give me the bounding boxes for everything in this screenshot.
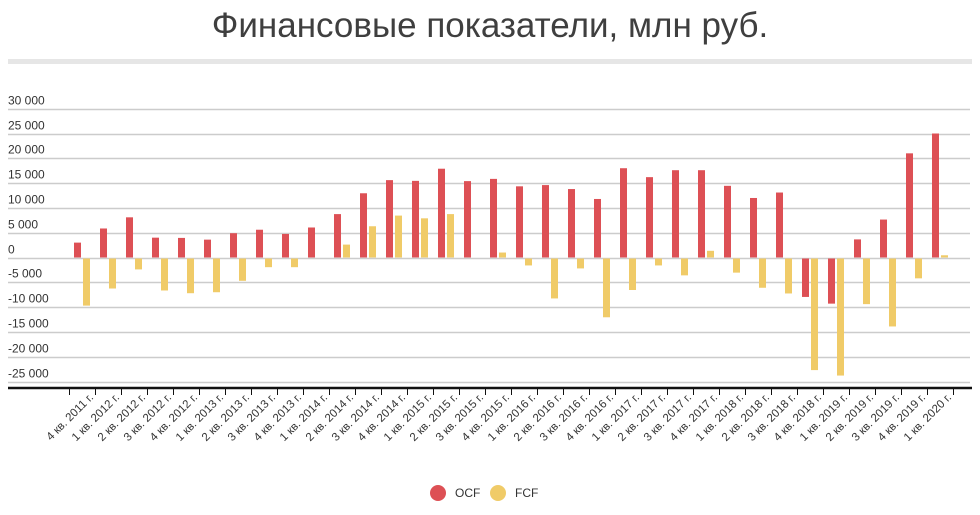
title-divider <box>8 59 972 64</box>
bar-ocf[interactable] <box>828 258 835 304</box>
bar-ocf[interactable] <box>594 198 601 258</box>
bars <box>74 133 948 376</box>
bar-ocf[interactable] <box>516 186 523 258</box>
y-tick-label: -10 000 <box>8 292 49 306</box>
bar-ocf[interactable] <box>74 242 81 258</box>
bar-fcf[interactable] <box>265 258 272 268</box>
bar-fcf[interactable] <box>707 250 714 258</box>
bar-ocf[interactable] <box>100 228 107 258</box>
bar-fcf[interactable] <box>161 258 168 291</box>
bar-fcf[interactable] <box>213 258 220 293</box>
bar-ocf[interactable] <box>854 239 861 258</box>
bar-ocf[interactable] <box>360 193 367 258</box>
bar-ocf[interactable] <box>386 180 393 258</box>
x-axis-labels: 4 кв. 2011 г.1 кв. 2012 г.2 кв. 2012 г.3… <box>44 392 954 444</box>
bar-ocf[interactable] <box>932 133 939 258</box>
bar-ocf[interactable] <box>672 170 679 258</box>
y-tick-label: -5 000 <box>8 267 42 281</box>
bar-fcf[interactable] <box>785 258 792 294</box>
bar-ocf[interactable] <box>308 227 315 258</box>
bar-ocf[interactable] <box>490 178 497 258</box>
ocf-color-swatch-icon <box>430 485 446 501</box>
bar-ocf[interactable] <box>776 192 783 258</box>
legend-label-ocf: OCF <box>455 486 481 500</box>
bar-ocf[interactable] <box>724 185 731 258</box>
bar-fcf[interactable] <box>837 258 844 376</box>
bar-fcf[interactable] <box>681 258 688 276</box>
bar-ocf[interactable] <box>646 177 653 258</box>
bar-fcf[interactable] <box>551 258 558 299</box>
legend-item-ocf[interactable]: OCF <box>430 483 480 503</box>
y-tick-label: 5 000 <box>8 218 38 232</box>
bar-fcf[interactable] <box>915 258 922 279</box>
bar-ocf[interactable] <box>178 237 185 258</box>
y-tick-label: 30 000 <box>8 94 45 108</box>
legend-label-fcf: FCF <box>515 486 539 500</box>
bar-fcf[interactable] <box>343 244 350 258</box>
bar-ocf[interactable] <box>412 180 419 258</box>
bar-fcf[interactable] <box>759 258 766 288</box>
bar-fcf[interactable] <box>655 258 662 266</box>
bar-ocf[interactable] <box>698 170 705 258</box>
bar-ocf[interactable] <box>464 181 471 258</box>
y-tick-label: 10 000 <box>8 193 45 207</box>
bar-ocf[interactable] <box>880 219 887 258</box>
bar-ocf[interactable] <box>282 233 289 258</box>
bar-fcf[interactable] <box>421 218 428 258</box>
y-tick-label: 0 <box>8 243 15 257</box>
bar-fcf[interactable] <box>863 258 870 305</box>
bar-ocf[interactable] <box>230 233 237 258</box>
bar-fcf[interactable] <box>577 258 584 269</box>
bar-fcf[interactable] <box>629 258 636 290</box>
bar-fcf[interactable] <box>187 258 194 294</box>
y-tick-label: -15 000 <box>8 317 49 331</box>
legend-item-fcf[interactable]: FCF <box>490 483 538 503</box>
bar-fcf[interactable] <box>889 258 896 327</box>
y-tick-label: 15 000 <box>8 168 45 182</box>
bar-ocf[interactable] <box>802 258 809 297</box>
bar-ocf[interactable] <box>334 214 341 258</box>
bar-ocf[interactable] <box>152 237 159 258</box>
bar-fcf[interactable] <box>291 258 298 268</box>
bar-fcf[interactable] <box>447 214 454 258</box>
bar-ocf[interactable] <box>126 217 133 258</box>
x-axis <box>8 386 972 395</box>
bar-ocf[interactable] <box>256 229 263 258</box>
bar-ocf[interactable] <box>750 197 757 258</box>
bar-ocf[interactable] <box>620 168 627 258</box>
legend: OCF FCF <box>0 483 980 503</box>
bar-fcf[interactable] <box>733 258 740 273</box>
bar-fcf[interactable] <box>135 258 142 270</box>
bar-fcf[interactable] <box>811 258 818 371</box>
bar-ocf[interactable] <box>438 168 445 258</box>
fcf-color-swatch-icon <box>490 485 506 501</box>
bar-fcf[interactable] <box>603 258 610 318</box>
y-tick-label: -25 000 <box>8 367 49 381</box>
y-tick-label: 25 000 <box>8 119 45 133</box>
y-tick-label: 20 000 <box>8 143 45 157</box>
bar-ocf[interactable] <box>568 189 575 258</box>
chart-title: Финансовые показатели, млн руб. <box>211 6 769 45</box>
bar-ocf[interactable] <box>204 239 211 258</box>
bar-fcf[interactable] <box>941 255 948 258</box>
bar-fcf[interactable] <box>109 258 116 289</box>
bar-ocf[interactable] <box>906 153 913 258</box>
bar-fcf[interactable] <box>83 258 90 306</box>
bar-fcf[interactable] <box>525 258 532 266</box>
bar-fcf[interactable] <box>395 215 402 258</box>
bar-fcf[interactable] <box>499 252 506 258</box>
bar-fcf[interactable] <box>239 258 246 281</box>
bar-ocf[interactable] <box>542 185 549 258</box>
y-axis-labels: 30 000 25 000 20 000 15 000 10 000 5 000 0 -5 0… <box>8 94 49 381</box>
gridlines <box>8 108 970 384</box>
y-tick-label: -20 000 <box>8 342 49 356</box>
bar-fcf[interactable] <box>369 226 376 258</box>
